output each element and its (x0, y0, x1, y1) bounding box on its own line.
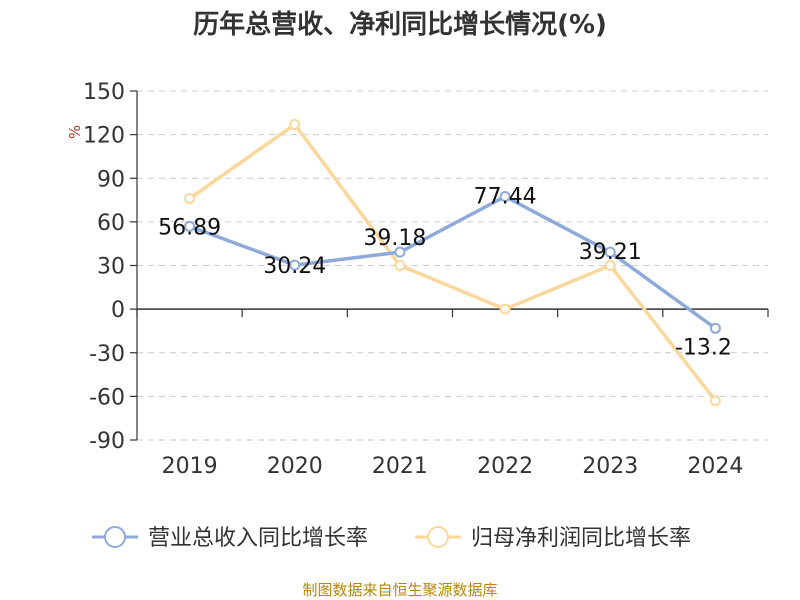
y-tick-label: 0 (111, 298, 125, 323)
source-note: 制图数据来自恒生聚源数据库 (302, 581, 497, 599)
series-point-0 (709, 322, 721, 334)
y-tick-label: 150 (83, 80, 125, 105)
data-label: 56.89 (158, 215, 221, 240)
legend-marker (104, 526, 126, 548)
axes (130, 90, 769, 441)
data-label: 39.21 (579, 240, 642, 265)
x-tick-label: 2022 (477, 454, 533, 479)
series-group: 56.89 30.24 39.18 77.44 39.21 -13.2 (158, 118, 732, 407)
y-tick-label: 60 (97, 211, 125, 236)
series-point-1 (394, 260, 406, 271)
series-point-1 (604, 260, 616, 271)
x-tick-label: 2021 (372, 454, 428, 479)
series-line-1 (188, 122, 717, 402)
grid-lines (137, 90, 768, 441)
data-label: 77.44 (474, 185, 537, 210)
legend-label: 归母净利润同比增长率 (471, 526, 691, 551)
series-point-0 (184, 220, 196, 232)
series-point-0 (394, 246, 406, 258)
series-point-1 (709, 395, 721, 407)
data-label: 30.24 (263, 254, 326, 279)
y-tick-labels: 150 120 90 60 30 0 -30 -60 -90 (83, 80, 125, 454)
x-tick-label: 2019 (162, 454, 218, 479)
x-tick-label: 2020 (267, 454, 323, 479)
series-point-1 (499, 303, 511, 315)
y-tick-label: -90 (89, 429, 125, 454)
series-point-0 (499, 191, 511, 203)
series-point-0 (604, 246, 616, 258)
data-label: -13.2 (675, 335, 732, 360)
y-tick-label: -60 (89, 385, 125, 410)
x-tick-label: 2023 (582, 454, 638, 479)
legend: 营业总收入同比增长率 归母净利润同比增长率 (92, 526, 691, 551)
y-tick-label: -30 (89, 342, 125, 367)
y-tick-label: 90 (97, 167, 125, 192)
x-tick-label: 2024 (687, 454, 743, 479)
series-point-1 (289, 118, 301, 130)
data-label: 39.18 (363, 226, 426, 251)
y-tick-label: 120 (83, 124, 125, 149)
legend-label: 营业总收入同比增长率 (148, 526, 368, 551)
series-point-0 (289, 259, 301, 271)
x-tick-labels: 2019 2020 2021 2022 2023 2024 (162, 454, 744, 479)
y-tick-label: 30 (97, 255, 125, 280)
series-line-0 (188, 194, 717, 330)
chart-title: 历年总营收、净利同比增长情况(%) (193, 9, 607, 40)
y-axis-unit: % (66, 125, 84, 139)
series-point-1 (184, 193, 196, 205)
legend-marker (427, 526, 449, 548)
